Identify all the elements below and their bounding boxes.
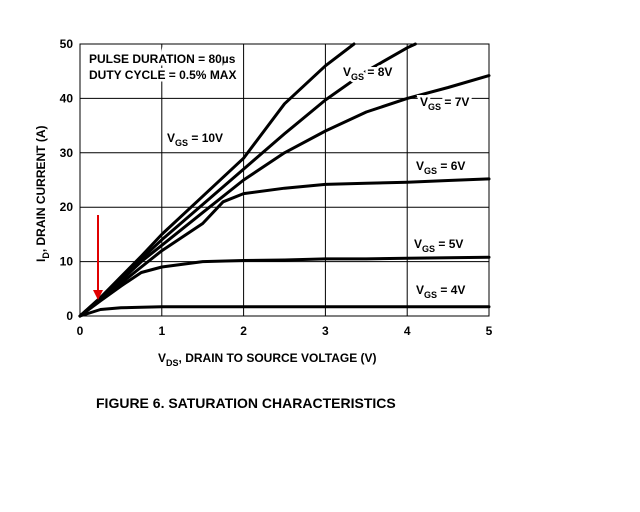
x-tick-label: 0 — [77, 324, 84, 338]
x-tick-label: 4 — [404, 324, 411, 338]
y-tick-label: 0 — [66, 309, 73, 323]
caption: FIGURE 6. SATURATION CHARACTERISTICS — [96, 395, 396, 411]
annotation: DUTY CYCLE = 0.5% MAX — [89, 68, 236, 82]
y-tick-label: 40 — [60, 91, 74, 105]
annotation: PULSE DURATION = 80µs — [89, 52, 236, 66]
curve-label-rest: = 8V — [364, 65, 392, 79]
x-tick-label: 1 — [158, 324, 165, 338]
curve-label-sub: GS — [422, 244, 435, 254]
curve-label-main: V — [416, 283, 424, 297]
curve-label: VGS = 7V — [420, 95, 469, 112]
y-axis-title-main: I — [34, 259, 48, 262]
curve — [78, 42, 417, 318]
curve — [78, 255, 491, 318]
y-tick-label: 50 — [60, 37, 74, 51]
curve-label-rest: = 4V — [437, 283, 465, 297]
curve-label-rest: = 7V — [441, 95, 469, 109]
x-tick-label: 5 — [486, 324, 493, 338]
curve-label: VGS = 10V — [167, 131, 223, 148]
y-axis-title-rest: , DRAIN CURRENT (A) — [34, 125, 48, 252]
curve — [78, 305, 491, 318]
curve-label-main: V — [416, 159, 424, 173]
curve-label-rest: = 10V — [188, 131, 223, 145]
x-axis-title-sub: DS — [166, 358, 179, 368]
y-tick-label: 10 — [60, 255, 74, 269]
curve-label: VGS = 6V — [416, 159, 465, 176]
y-axis-title-sub: D — [41, 252, 51, 259]
x-axis-title-main: V — [158, 351, 166, 365]
curve-label-sub: GS — [175, 138, 188, 148]
curve-label-main: V — [414, 237, 422, 251]
curve-label: VGS = 5V — [414, 237, 463, 254]
curve-label-main: V — [167, 131, 175, 145]
x-tick-label: 3 — [322, 324, 329, 338]
curve-label: VGS = 8V — [343, 65, 392, 82]
curve — [78, 42, 356, 318]
curve-label-sub: GS — [424, 166, 437, 176]
curve — [78, 177, 491, 318]
curve-label-rest: = 6V — [437, 159, 465, 173]
red-arrow-head — [93, 290, 103, 300]
y-axis-title: ID, DRAIN CURRENT (A) — [34, 125, 51, 262]
y-tick-label: 30 — [60, 146, 74, 160]
curve-label-sub: GS — [424, 290, 437, 300]
curve-label-sub: GS — [351, 72, 364, 82]
curve-label-rest: = 5V — [435, 237, 463, 251]
y-tick-label: 20 — [60, 200, 74, 214]
curve-label-main: V — [420, 95, 428, 109]
x-axis-title-rest: , DRAIN TO SOURCE VOLTAGE (V) — [179, 351, 377, 365]
curve-label-main: V — [343, 65, 351, 79]
curve — [78, 74, 491, 318]
x-axis-title: VDS, DRAIN TO SOURCE VOLTAGE (V) — [158, 351, 377, 368]
curve-label-sub: GS — [428, 102, 441, 112]
curve-label: VGS = 4V — [416, 283, 465, 300]
x-tick-label: 2 — [240, 324, 247, 338]
